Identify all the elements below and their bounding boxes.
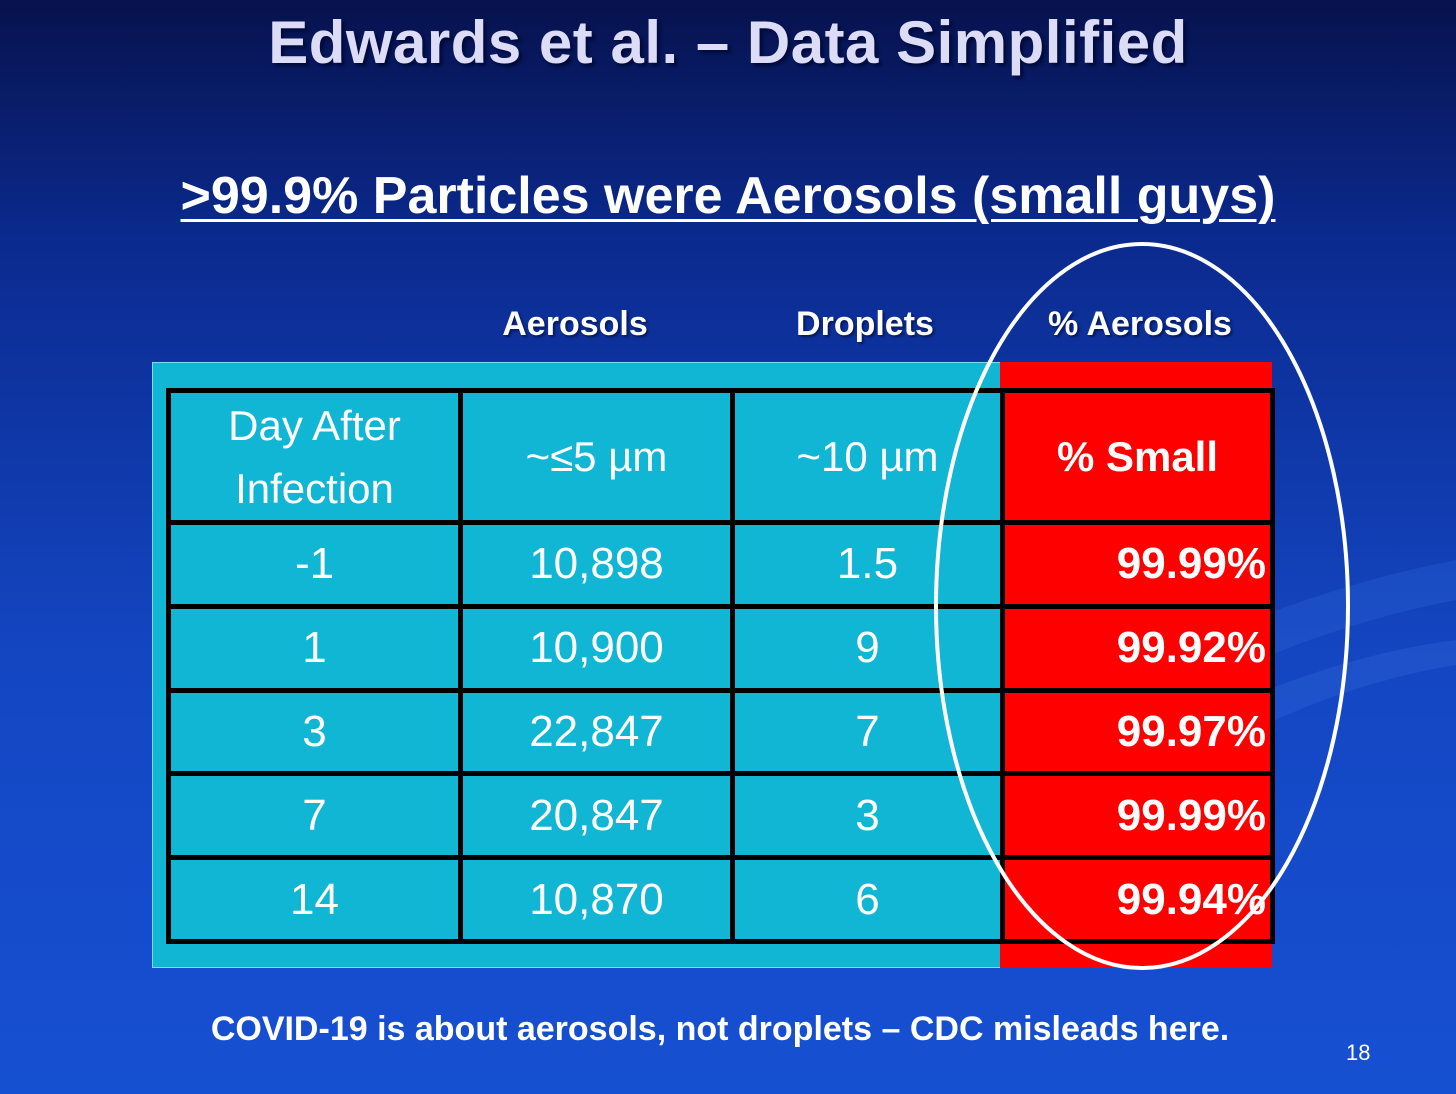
cell-pct-small: 99.94% bbox=[1000, 855, 1275, 944]
data-table: Day After Infection ~≤5 µm ~10 µm % Smal… bbox=[166, 388, 1275, 944]
header-pct-small: % Small bbox=[1000, 388, 1275, 525]
cell-aerosols: 10,898 bbox=[458, 520, 735, 609]
slide-title: Edwards et al. – Data Simplified bbox=[268, 9, 1188, 76]
cell-pct-small: 99.99% bbox=[1000, 771, 1275, 861]
cell-droplets: 6 bbox=[730, 855, 1005, 944]
cell-pct-small: 99.97% bbox=[1000, 687, 1275, 777]
header-day-line1: Day After bbox=[228, 401, 401, 449]
table-row: 1 10,900 9 99.92% bbox=[166, 603, 1275, 693]
column-label-droplets: Droplets bbox=[796, 305, 934, 343]
cell-droplets: 9 bbox=[730, 603, 1005, 693]
cell-day: -1 bbox=[166, 520, 463, 609]
cell-day: 14 bbox=[166, 855, 463, 944]
cell-droplets: 1.5 bbox=[730, 520, 1005, 609]
cell-day: 7 bbox=[166, 771, 463, 861]
page-number: 18 bbox=[1346, 1040, 1371, 1065]
cell-day: 1 bbox=[166, 603, 463, 693]
table-row: 3 22,847 7 99.97% bbox=[166, 687, 1275, 777]
cell-droplets: 7 bbox=[730, 687, 1005, 777]
cell-aerosols: 10,900 bbox=[458, 603, 735, 693]
table-row: -1 10,898 1.5 99.99% bbox=[166, 520, 1275, 609]
header-aerosol-size: ~≤5 µm bbox=[458, 388, 735, 525]
header-day-after-infection: Day After Infection bbox=[166, 388, 463, 525]
cell-pct-small: 99.99% bbox=[1000, 520, 1275, 609]
slide-subtitle: >99.9% Particles were Aerosols (small gu… bbox=[0, 166, 1456, 226]
cell-aerosols: 22,847 bbox=[458, 687, 735, 777]
table-row: 14 10,870 6 99.94% bbox=[166, 855, 1275, 944]
header-day-line2: Infection bbox=[235, 464, 394, 512]
cell-droplets: 3 bbox=[730, 771, 1005, 861]
cell-aerosols: 20,847 bbox=[458, 771, 735, 861]
table-header-row: Day After Infection ~≤5 µm ~10 µm % Smal… bbox=[166, 388, 1275, 525]
cell-day: 3 bbox=[166, 687, 463, 777]
header-droplet-size: ~10 µm bbox=[730, 388, 1005, 525]
slide-footer: COVID-19 is about aerosols, not droplets… bbox=[210, 1010, 1230, 1048]
subtitle-text: >99.9% Particles were Aerosols (small gu… bbox=[180, 167, 1276, 225]
cell-aerosols: 10,870 bbox=[458, 855, 735, 944]
cell-pct-small: 99.92% bbox=[1000, 603, 1275, 693]
column-label-pct-aerosols: % Aerosols bbox=[1048, 305, 1232, 343]
column-label-aerosols: Aerosols bbox=[502, 305, 648, 343]
table-row: 7 20,847 3 99.99% bbox=[166, 771, 1275, 861]
